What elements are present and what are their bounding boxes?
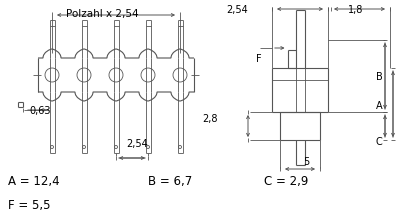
Text: C: C: [376, 137, 383, 147]
Text: 2,8: 2,8: [202, 114, 218, 124]
Text: 5: 5: [303, 157, 309, 167]
Text: Polzahl x 2,54: Polzahl x 2,54: [66, 9, 138, 19]
Text: F = 5,5: F = 5,5: [8, 199, 50, 212]
Text: B: B: [376, 72, 383, 82]
Text: B = 6,7: B = 6,7: [148, 175, 192, 188]
Text: C = 2,9: C = 2,9: [264, 175, 308, 188]
Text: F: F: [256, 54, 262, 64]
Text: 2,54: 2,54: [126, 139, 148, 149]
Text: 2,54: 2,54: [226, 5, 248, 15]
Text: A = 12,4: A = 12,4: [8, 175, 60, 188]
Text: 0,63: 0,63: [29, 106, 51, 116]
Text: A: A: [376, 101, 383, 111]
Text: 1,8: 1,8: [348, 5, 363, 15]
